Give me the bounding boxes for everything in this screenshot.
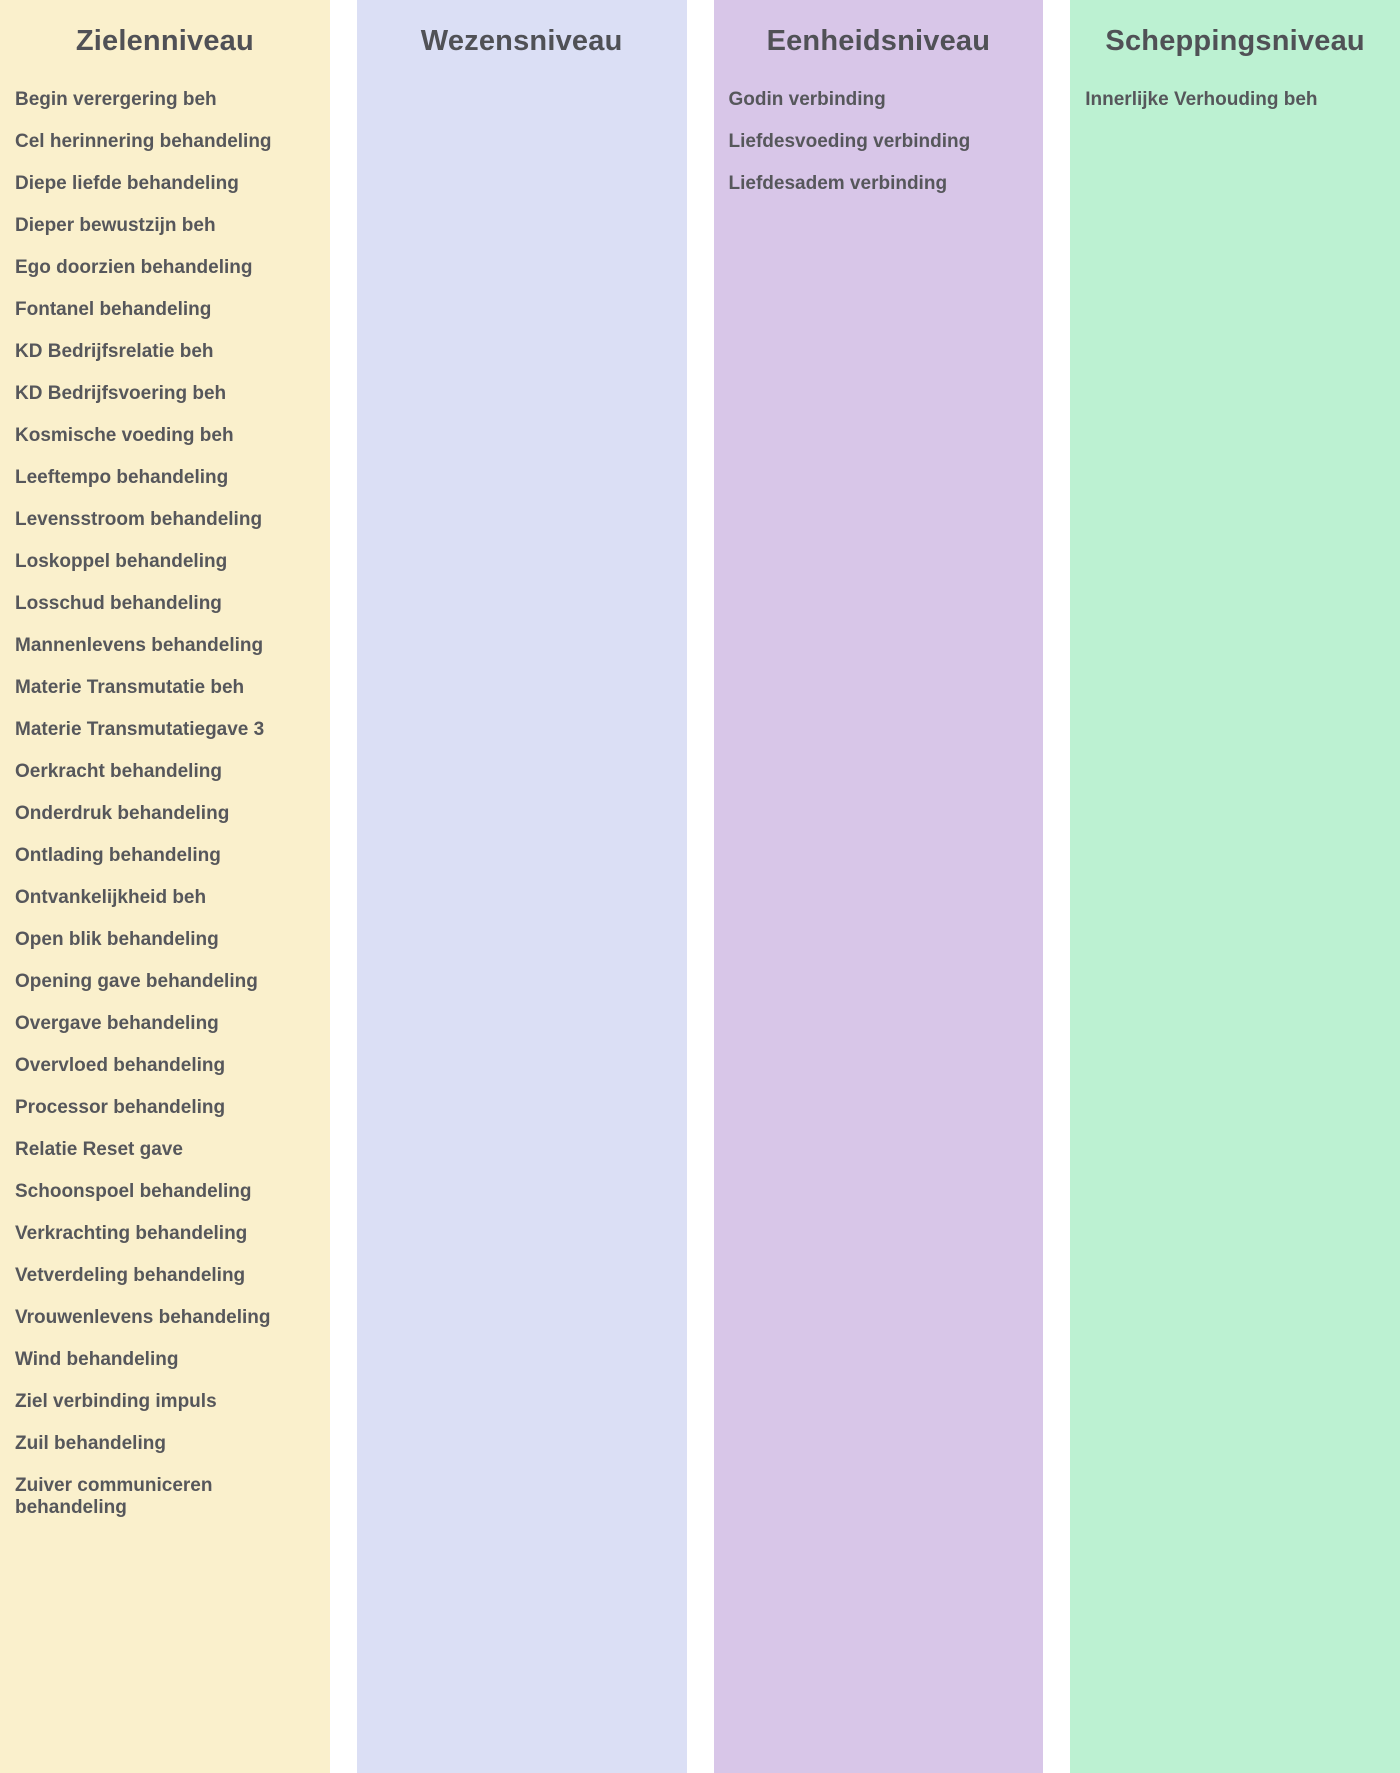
list-item[interactable]: Materie Transmutatiegave 3 bbox=[15, 719, 265, 740]
column-title-scheppingsniveau: Scheppingsniveau bbox=[1105, 25, 1365, 57]
level-column-scheppingsniveau: Scheppingsniveau Innerlijke Verhouding b… bbox=[1070, 0, 1400, 1773]
list-item[interactable]: Liefdesvoeding verbinding bbox=[728, 131, 971, 152]
list-item[interactable]: Processor behandeling bbox=[15, 1097, 226, 1118]
list-item[interactable]: Ontlading behandeling bbox=[15, 845, 221, 866]
list-item[interactable]: Oerkracht behandeling bbox=[15, 761, 222, 782]
list-item[interactable]: Leeftempo behandeling bbox=[15, 467, 229, 488]
list-item[interactable]: Schoonspoel behandeling bbox=[15, 1181, 252, 1202]
level-column-eenheidsniveau: Eenheidsniveau Godin verbinding Liefdesvo… bbox=[713, 0, 1044, 1773]
list-item[interactable]: Overvloed behandeling bbox=[15, 1055, 226, 1076]
level-column-zielenniveau: Zielenniveau Begin verergering beh Cel he… bbox=[0, 0, 330, 1773]
level-column-wezensniveau: Wezensniveau bbox=[356, 0, 687, 1773]
list-item[interactable]: Losschud behandeling bbox=[15, 593, 222, 614]
list-item[interactable]: KD Bedrijfsrelatie beh bbox=[15, 341, 214, 362]
list-item[interactable]: Opening gave behandeling bbox=[15, 971, 258, 992]
column-title-zielenniveau: Zielenniveau bbox=[75, 25, 254, 57]
list-item[interactable]: Fontanel behandeling bbox=[15, 299, 212, 320]
list-item[interactable]: Ontvankelijkheid beh bbox=[15, 887, 207, 908]
list-item[interactable]: Ego doorzien behandeling bbox=[15, 257, 253, 278]
column-item-list: Godin verbinding Liefdesvoeding verbindin… bbox=[714, 89, 1044, 195]
list-item[interactable]: Godin verbinding bbox=[728, 89, 886, 110]
list-item[interactable]: Innerlijke Verhouding beh bbox=[1085, 89, 1318, 110]
list-item[interactable]: Materie Transmutatie beh bbox=[15, 677, 245, 698]
list-item[interactable]: Relatie Reset gave bbox=[15, 1139, 183, 1160]
list-item[interactable]: Diepe liefde behandeling bbox=[15, 173, 239, 194]
list-item[interactable]: KD Bedrijfsvoering beh bbox=[15, 383, 227, 404]
list-item[interactable]: Zuiver communiceren behandeling bbox=[15, 1475, 213, 1518]
list-item[interactable]: Vetverdeling behandeling bbox=[15, 1265, 246, 1286]
column-item-list: Begin verergering beh Cel herinnering beh… bbox=[0, 89, 330, 1519]
list-item[interactable]: Verkrachting behandeling bbox=[15, 1223, 248, 1244]
list-item[interactable]: Levensstroom behandeling bbox=[15, 509, 263, 530]
list-item[interactable]: Vrouwenlevens behandeling bbox=[15, 1307, 271, 1328]
list-item[interactable]: Overgave behandeling bbox=[15, 1013, 219, 1034]
list-item[interactable]: Cel herinnering behandeling bbox=[15, 131, 272, 152]
list-item[interactable]: Open blik behandeling bbox=[15, 929, 219, 950]
list-item[interactable]: Mannenlevens behandeling bbox=[15, 635, 264, 656]
column-title-eenheidsniveau: Eenheidsniveau bbox=[766, 25, 991, 57]
list-item[interactable]: Onderdruk behandeling bbox=[15, 803, 230, 824]
list-item[interactable]: Zuil behandeling bbox=[15, 1433, 166, 1454]
list-item[interactable]: Liefdesadem verbinding bbox=[728, 173, 948, 194]
column-item-list: Innerlijke Verhouding beh bbox=[1070, 89, 1400, 111]
column-title-wezensniveau: Wezensniveau bbox=[420, 25, 623, 57]
list-item[interactable]: Wind behandeling bbox=[15, 1349, 179, 1370]
list-item[interactable]: Dieper bewustzijn beh bbox=[15, 215, 216, 236]
list-item[interactable]: Loskoppel behandeling bbox=[15, 551, 228, 572]
list-item[interactable]: Begin verergering beh bbox=[15, 89, 217, 110]
list-item[interactable]: Kosmische voeding beh bbox=[15, 425, 234, 446]
list-item[interactable]: Ziel verbinding impuls bbox=[15, 1391, 217, 1412]
